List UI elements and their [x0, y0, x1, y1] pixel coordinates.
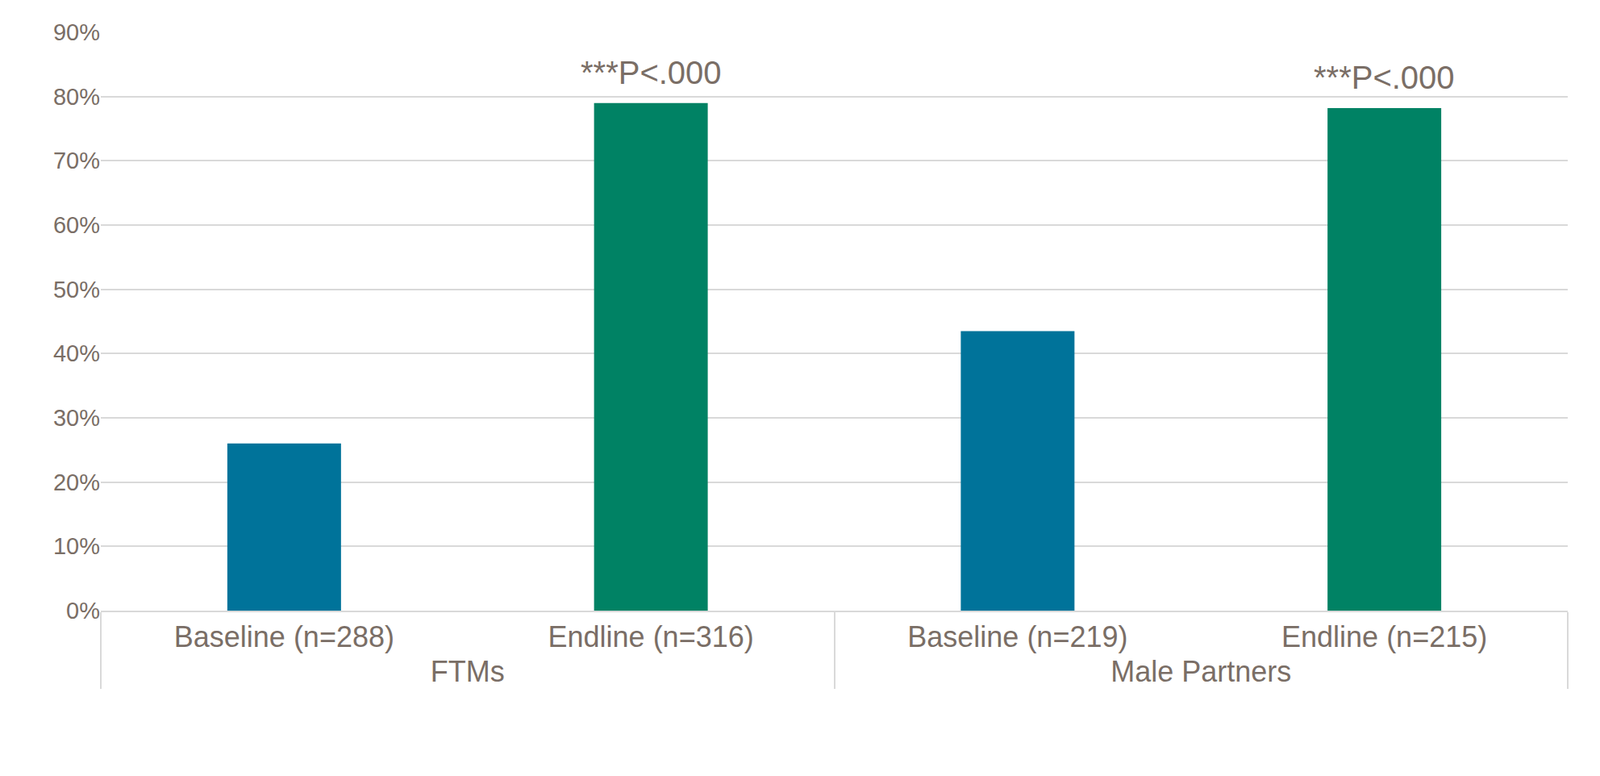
svg-text:***P<.000: ***P<.000 — [580, 54, 722, 91]
svg-text:70%: 70% — [53, 147, 100, 174]
svg-text:40%: 40% — [53, 340, 100, 367]
svg-text:Endline (n=215): Endline (n=215) — [1281, 620, 1488, 654]
svg-text:Baseline (n=288): Baseline (n=288) — [174, 620, 395, 654]
svg-text:Baseline (n=219): Baseline (n=219) — [907, 620, 1128, 654]
svg-text:80%: 80% — [53, 83, 100, 110]
svg-text:90%: 90% — [53, 19, 100, 46]
svg-text:10%: 10% — [53, 533, 100, 559]
svg-text:50%: 50% — [53, 276, 100, 303]
svg-text:Male Partners: Male Partners — [1110, 654, 1292, 688]
svg-text:Endline (n=316): Endline (n=316) — [548, 620, 755, 654]
svg-text:30%: 30% — [53, 404, 100, 431]
svg-text:60%: 60% — [53, 212, 100, 238]
svg-text:20%: 20% — [53, 469, 100, 496]
svg-text:***P<.000: ***P<.000 — [1313, 59, 1455, 96]
svg-text:FTMs: FTMs — [430, 654, 505, 688]
svg-text:0%: 0% — [66, 597, 100, 624]
